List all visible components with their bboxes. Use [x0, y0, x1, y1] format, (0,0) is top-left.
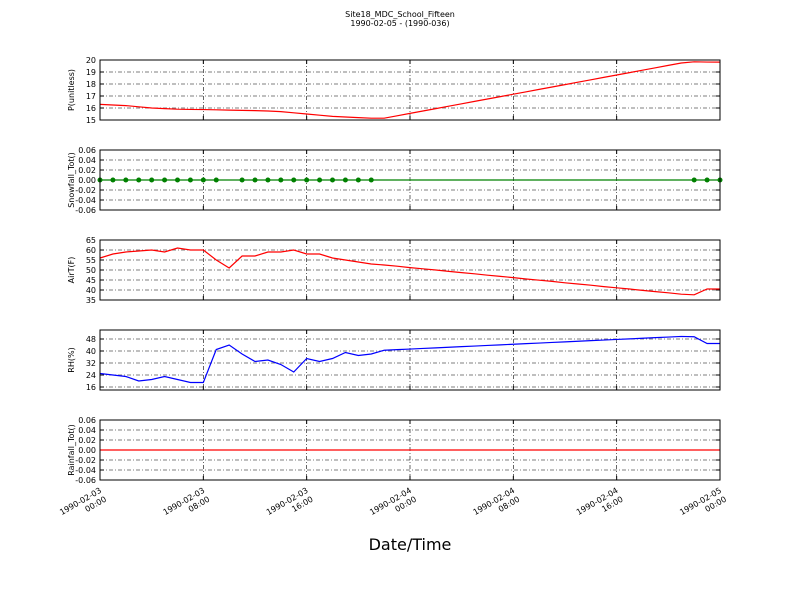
y-axis-label: RH(%) [67, 347, 76, 372]
marker [149, 177, 155, 183]
marker [330, 177, 335, 183]
y-tick-label: 0.06 [78, 146, 96, 155]
x-axis-label: Date/Time [369, 535, 452, 554]
marker [278, 177, 284, 183]
y-tick-label: 0.02 [78, 166, 96, 175]
marker [691, 177, 697, 183]
marker [162, 177, 168, 183]
marker [368, 177, 374, 183]
plot-frame [99, 59, 721, 121]
y-tick-label: -0.04 [75, 196, 96, 205]
plot-frame [99, 419, 721, 481]
x-tick-label: 1990-02-04 16:00 [575, 486, 625, 526]
y-tick-label: 60 [86, 246, 96, 255]
series-line [99, 61, 721, 119]
marker [291, 177, 297, 183]
y-tick-label: 0.06 [78, 416, 96, 425]
marker [213, 177, 219, 183]
series-line [99, 247, 720, 296]
x-tick-label: 1990-02-03 16:00 [265, 486, 315, 526]
y-tick-label: 0.00 [78, 176, 96, 185]
y-tick-label: 15 [86, 116, 96, 125]
marker [304, 177, 310, 183]
y-tick-label: -0.06 [75, 476, 96, 485]
y-tick-label: 0.04 [78, 156, 96, 165]
y-tick-label: 48 [86, 335, 96, 344]
y-axis-label: AirT(F) [67, 257, 76, 284]
plot-frame [99, 149, 721, 211]
x-tick-label: 1990-02-03 08:00 [162, 486, 212, 526]
x-tick-label: 1990-02-04 00:00 [368, 486, 418, 526]
marker [704, 177, 710, 183]
marker [252, 177, 258, 183]
y-tick-label: 0.04 [78, 426, 96, 435]
y-tick-label: -0.02 [75, 456, 96, 465]
y-axis-label: P(unitless) [67, 69, 76, 111]
y-tick-label: 17 [86, 92, 96, 101]
y-tick-label: 65 [86, 236, 96, 245]
y-tick-label: 35 [86, 296, 96, 305]
y-tick-label: 16 [86, 383, 96, 392]
y-tick-label: 40 [86, 347, 96, 356]
marker [123, 177, 129, 183]
y-tick-label: 19 [86, 68, 96, 77]
y-tick-label: -0.06 [75, 206, 96, 215]
y-axis-label: Rainfall_Tot() [67, 424, 76, 476]
marker [317, 177, 323, 183]
marker [200, 177, 206, 183]
marker [175, 177, 180, 183]
y-tick-label: -0.04 [75, 466, 96, 475]
marker [342, 177, 348, 183]
y-tick-label: 20 [86, 56, 96, 65]
chart-title: Site18_MDC_School_Fifteen [345, 10, 455, 19]
y-tick-label: 50 [86, 266, 96, 275]
marker [265, 177, 271, 183]
marker [187, 177, 193, 183]
y-tick-label: 32 [86, 359, 96, 368]
x-tick-label: 1990-02-05 00:00 [678, 486, 728, 526]
y-tick-label: 45 [86, 276, 96, 285]
marker [355, 177, 361, 183]
y-tick-label: 0.02 [78, 436, 96, 445]
chart-subtitle: 1990-02-05 - (1990-036) [350, 19, 449, 28]
marker [239, 177, 245, 183]
y-tick-label: 18 [86, 80, 96, 89]
x-tick-label: 1990-02-04 08:00 [472, 486, 522, 526]
plot-frame [99, 239, 721, 301]
y-tick-label: -0.02 [75, 186, 96, 195]
x-tick-label: 1990-02-03 00:00 [58, 486, 108, 526]
y-axis-label: Snowfall_Tot() [67, 152, 76, 208]
y-tick-label: 16 [86, 104, 96, 113]
y-tick-label: 55 [86, 256, 96, 265]
y-tick-label: 0.00 [78, 446, 96, 455]
y-tick-label: 40 [86, 286, 96, 295]
y-tick-label: 24 [86, 371, 96, 380]
plot-frame [99, 329, 721, 391]
marker [136, 177, 142, 183]
marker [110, 177, 116, 183]
series-line [99, 335, 720, 384]
